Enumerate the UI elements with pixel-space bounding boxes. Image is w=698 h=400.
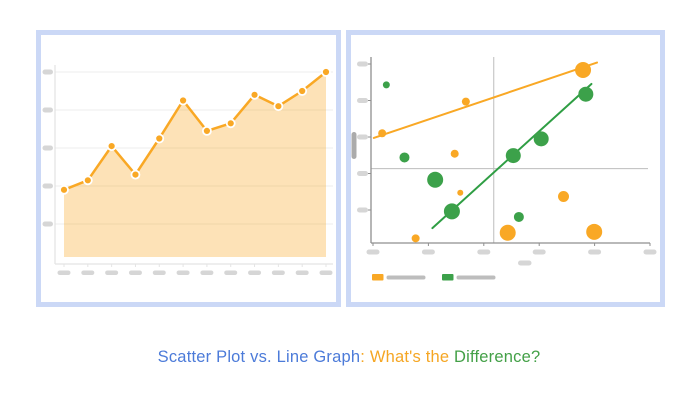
- green-series-bubble: [443, 203, 460, 220]
- data-point-marker: [273, 101, 284, 112]
- area-fill: [64, 72, 326, 257]
- line-graph: [42, 65, 333, 275]
- scatter-x-ticks: [366, 243, 657, 255]
- orange-series-bubble: [450, 149, 459, 158]
- line-graph-markers: [59, 67, 331, 195]
- green-series-bubble: [505, 148, 521, 164]
- green-series-bubble: [427, 171, 444, 188]
- x-tick-placeholder: [271, 270, 285, 275]
- x-tick-placeholder: [81, 270, 95, 275]
- green-series-bubbles: [382, 81, 594, 222]
- x-tick-placeholder: [643, 249, 657, 255]
- caption-part-orange: : What's the: [360, 348, 455, 366]
- y-tick-placeholder: [42, 69, 53, 75]
- legend-swatch-green: [442, 274, 454, 281]
- data-point-marker: [225, 118, 236, 129]
- x-tick-placeholder: [128, 270, 142, 275]
- x-tick-placeholder: [295, 270, 309, 275]
- x-axis-title-placeholder: [518, 260, 532, 266]
- y-tick-placeholder: [42, 183, 53, 189]
- x-tick-placeholder: [366, 249, 380, 255]
- x-tick-placeholder: [477, 249, 491, 255]
- caption-title: Scatter Plot vs. Line Graph: What's the …: [0, 347, 698, 367]
- orange-series-bubble: [457, 189, 464, 196]
- caption-part-green: Difference?: [454, 348, 541, 366]
- scatter-plot: [351, 57, 657, 281]
- x-tick-placeholder: [200, 270, 214, 275]
- y-axis-title-placeholder: [351, 132, 357, 159]
- orange-series-bubble: [411, 234, 420, 243]
- orange-series-bubble: [461, 97, 470, 106]
- data-point-marker: [249, 89, 260, 100]
- x-tick-placeholder: [105, 270, 119, 275]
- legend-label-placeholder: [386, 275, 426, 280]
- orange-series-bubble: [378, 129, 387, 138]
- data-point-marker: [106, 141, 117, 151]
- green-series-bubble: [533, 131, 549, 147]
- green-series-bubble: [399, 152, 410, 163]
- x-tick-placeholder: [248, 270, 262, 275]
- data-point-marker: [82, 175, 93, 186]
- data-point-marker: [321, 67, 331, 77]
- legend-label-placeholder: [456, 275, 496, 280]
- y-tick-placeholder: [357, 134, 368, 140]
- legend-swatch-orange: [372, 274, 384, 281]
- x-tick-placeholder: [152, 270, 166, 275]
- scatter-y-ticks: [357, 61, 371, 213]
- green-series-bubble: [578, 86, 594, 102]
- data-point-marker: [178, 95, 188, 106]
- x-tick-placeholder: [588, 249, 602, 255]
- data-point-marker: [59, 184, 69, 195]
- orange-series-bubble: [575, 62, 592, 79]
- caption-part-blue: Scatter Plot vs. Line Graph: [157, 348, 361, 366]
- x-tick-placeholder: [421, 249, 435, 255]
- x-tick-placeholder: [57, 270, 71, 275]
- y-tick-placeholder: [357, 171, 368, 176]
- scatter-legend: [372, 274, 496, 281]
- orange-series-bubbles: [378, 62, 603, 243]
- x-tick-placeholder: [532, 249, 546, 255]
- orange-series-bubble: [558, 191, 570, 202]
- scatter-plot-panel: [346, 30, 665, 307]
- y-tick-placeholder: [357, 61, 368, 67]
- x-tick-placeholder: [176, 270, 190, 275]
- y-tick-placeholder: [357, 207, 368, 213]
- orange-series-trend-line: [372, 61, 598, 139]
- line-graph-panel: [36, 30, 341, 307]
- orange-series-bubble: [499, 224, 516, 241]
- data-point-marker: [297, 86, 308, 96]
- line-graph-x-ticks: [57, 264, 333, 275]
- y-tick-placeholder: [42, 221, 53, 227]
- data-point-marker: [130, 169, 141, 180]
- y-tick-placeholder: [357, 98, 368, 103]
- y-tick-placeholder: [42, 107, 53, 113]
- green-series-bubble: [513, 211, 524, 222]
- data-point-marker: [202, 126, 212, 136]
- x-tick-placeholder: [224, 270, 238, 275]
- x-tick-placeholder: [319, 270, 333, 275]
- y-tick-placeholder: [42, 145, 53, 151]
- line-graph-grid: [42, 69, 333, 227]
- data-point-marker: [154, 133, 165, 144]
- orange-series-bubble: [586, 223, 603, 240]
- green-series-bubble: [382, 81, 390, 89]
